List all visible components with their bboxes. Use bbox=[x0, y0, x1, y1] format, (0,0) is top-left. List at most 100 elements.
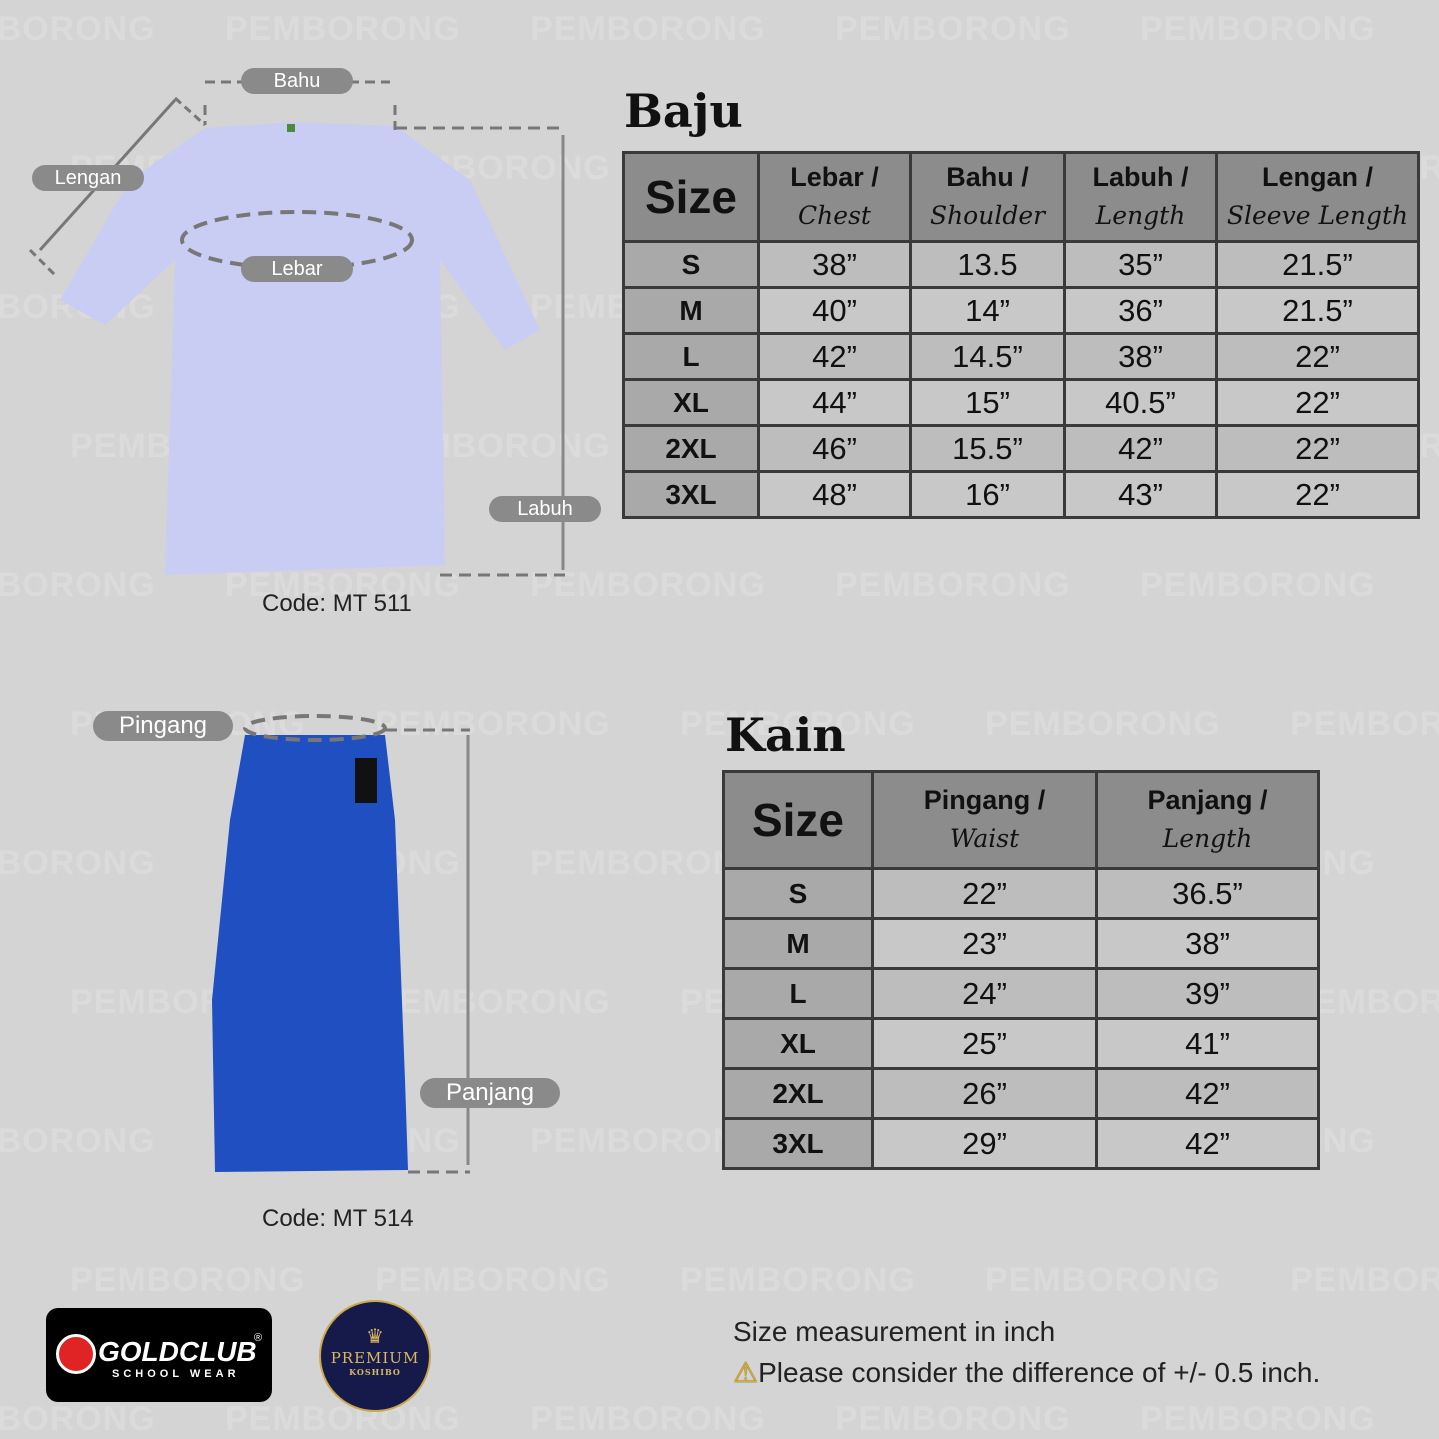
premium-text: PREMIUM bbox=[330, 1349, 420, 1367]
size-cell: 2XL bbox=[622, 424, 760, 473]
header-main: Panjang / bbox=[1147, 785, 1268, 816]
header-sub: Chest bbox=[798, 201, 871, 230]
watermark: PEMBORONG bbox=[375, 983, 611, 1021]
value-cell: 44” bbox=[757, 378, 912, 427]
watermark: PEMBORONG bbox=[1140, 566, 1376, 604]
watermark: PEMBORONG bbox=[375, 705, 611, 743]
table-row: 3XL 48” 16” 43” 22” bbox=[622, 470, 1420, 519]
value-cell: 21.5” bbox=[1215, 286, 1420, 335]
size-cell: 2XL bbox=[722, 1067, 874, 1120]
value-cell: 46” bbox=[757, 424, 912, 473]
value-cell: 40.5” bbox=[1063, 378, 1218, 427]
value-cell: 42” bbox=[757, 332, 912, 381]
header-sub: Waist bbox=[949, 824, 1020, 853]
kain-code: Code: MT 514 bbox=[262, 1205, 414, 1232]
value-cell: 14” bbox=[909, 286, 1066, 335]
header-sub: Sleeve Length bbox=[1226, 201, 1409, 230]
registered-mark: ® bbox=[254, 1332, 263, 1344]
value-cell: 25” bbox=[871, 1017, 1098, 1070]
warning-icon: ⚠ bbox=[733, 1357, 759, 1388]
watermark: PEMBORONG bbox=[1290, 705, 1439, 743]
value-cell: 22” bbox=[1215, 470, 1420, 519]
value-cell: 29” bbox=[871, 1117, 1098, 1170]
label-bahu: Bahu bbox=[241, 68, 353, 94]
goldclub-name: GOLDCLUB bbox=[98, 1336, 257, 1367]
note-tolerance-text: Please consider the difference of +/- 0.… bbox=[758, 1357, 1321, 1388]
value-cell: 36.5” bbox=[1095, 867, 1320, 920]
column-header: Bahu / Shoulder bbox=[909, 151, 1066, 243]
value-cell: 38” bbox=[1095, 917, 1320, 970]
table-row: XL 25” 41” bbox=[722, 1017, 1320, 1070]
column-header: Labuh / Length bbox=[1063, 151, 1218, 243]
watermark: PEMBORONG bbox=[0, 844, 156, 882]
value-cell: 14.5” bbox=[909, 332, 1066, 381]
koshibo-text: KOSHIBO bbox=[349, 1367, 401, 1377]
watermark: PEMBORONG bbox=[225, 566, 461, 604]
header-main: Lengan / bbox=[1261, 162, 1373, 193]
watermark: PEMBORONG bbox=[680, 1261, 916, 1299]
value-cell: 16” bbox=[909, 470, 1066, 519]
header-main: Pingang / bbox=[923, 785, 1046, 816]
header-main: Labuh / bbox=[1092, 162, 1189, 193]
watermark: PEMBORONG bbox=[530, 566, 766, 604]
table-row: 2XL 46” 15.5” 42” 22” bbox=[622, 424, 1420, 473]
size-cell: M bbox=[722, 917, 874, 970]
table-row: 3XL 29” 42” bbox=[722, 1117, 1320, 1170]
value-cell: 38” bbox=[757, 240, 912, 289]
table-row: 2XL 26” 42” bbox=[722, 1067, 1320, 1120]
watermark: PEMBORONG bbox=[70, 1261, 306, 1299]
watermark: PEMBORONG bbox=[1140, 1400, 1376, 1438]
column-header: Panjang / Length bbox=[1095, 770, 1320, 870]
table-row: S 22” 36.5” bbox=[722, 867, 1320, 920]
baju-size-table: Size Lebar / Chest Bahu / Shoulder Labuh / Len… bbox=[622, 151, 1420, 519]
value-cell: 15” bbox=[909, 378, 1066, 427]
value-cell: 43” bbox=[1063, 470, 1218, 519]
column-header: Size bbox=[622, 151, 760, 243]
baju-title: Baju bbox=[624, 84, 743, 138]
value-cell: 39” bbox=[1095, 967, 1320, 1020]
size-cell: XL bbox=[722, 1017, 874, 1070]
watermark: PEMBORONG bbox=[1140, 10, 1376, 48]
value-cell: 22” bbox=[1215, 378, 1420, 427]
table-row: XL 44” 15” 40.5” 22” bbox=[622, 378, 1420, 427]
watermark: PEMBORONG bbox=[0, 10, 156, 48]
watermark: PEMBORONG bbox=[985, 705, 1221, 743]
watermark: PEMBORONG bbox=[225, 1400, 461, 1438]
watermark: PEMBORONG bbox=[0, 1122, 156, 1160]
size-cell: 3XL bbox=[622, 470, 760, 519]
watermark: PEMBORONG bbox=[835, 566, 1071, 604]
label-lengan: Lengan bbox=[32, 165, 144, 191]
note-tolerance: ⚠Please consider the difference of +/- 0… bbox=[733, 1356, 1320, 1389]
value-cell: 23” bbox=[871, 917, 1098, 970]
watermark: PEMBORONG bbox=[0, 1400, 156, 1438]
goldclub-emblem-icon bbox=[56, 1334, 96, 1374]
column-header: Lebar / Chest bbox=[757, 151, 912, 243]
value-cell: 48” bbox=[757, 470, 912, 519]
watermark: PEMBORONG bbox=[835, 1400, 1071, 1438]
label-lebar: Lebar bbox=[241, 256, 353, 282]
value-cell: 41” bbox=[1095, 1017, 1320, 1070]
watermark: PEMBORONG bbox=[530, 1400, 766, 1438]
size-cell: S bbox=[722, 867, 874, 920]
size-cell: L bbox=[722, 967, 874, 1020]
value-cell: 26” bbox=[871, 1067, 1098, 1120]
header-main: Lebar / bbox=[790, 162, 879, 193]
premium-koshibo-logo: ♛ PREMIUM KOSHIBO bbox=[319, 1300, 431, 1412]
value-cell: 42” bbox=[1063, 424, 1218, 473]
kain-illustration bbox=[212, 714, 470, 1174]
watermark: PEMBORONG bbox=[985, 1261, 1221, 1299]
watermark: PEMBORONG bbox=[375, 1261, 611, 1299]
kain-size-table: Size Pingang / Waist Panjang / Length S 22” 36… bbox=[722, 770, 1320, 1170]
header-sub: Shoulder bbox=[929, 201, 1046, 230]
label-pingang: Pingang bbox=[93, 711, 233, 741]
column-header: Lengan / Sleeve Length bbox=[1215, 151, 1420, 243]
value-cell: 13.5 bbox=[909, 240, 1066, 289]
table-row: L 42” 14.5” 38” 22” bbox=[622, 332, 1420, 381]
value-cell: 22” bbox=[1215, 332, 1420, 381]
value-cell: 42” bbox=[1095, 1117, 1320, 1170]
size-cell: S bbox=[622, 240, 760, 289]
crown-icon: ♛ bbox=[366, 1326, 384, 1348]
header-main: Size bbox=[644, 170, 738, 223]
table-row: L 24” 39” bbox=[722, 967, 1320, 1020]
watermark: PEMBORONG bbox=[530, 10, 766, 48]
